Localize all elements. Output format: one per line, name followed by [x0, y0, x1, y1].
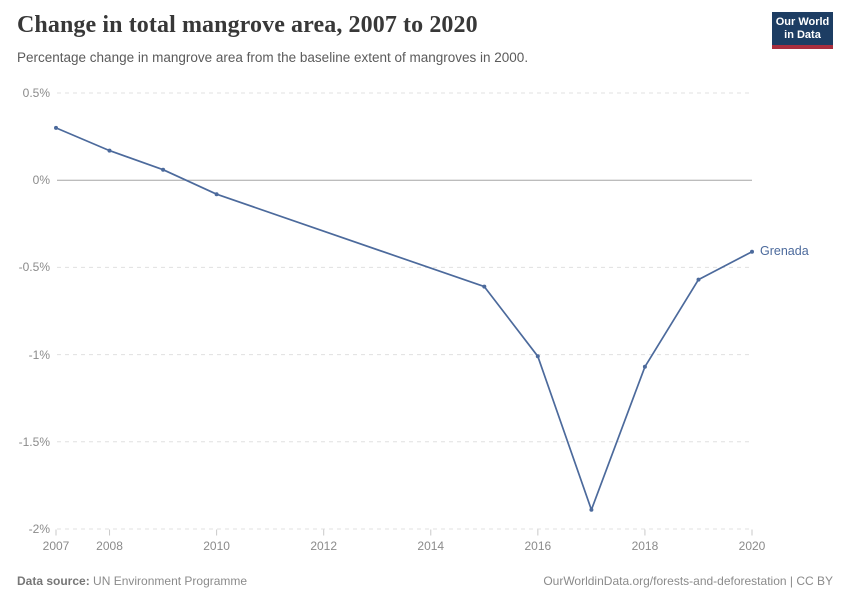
y-axis-tick-label: -1%	[28, 347, 50, 362]
y-axis-tick-label: -0.5%	[18, 260, 50, 275]
x-axis-tick-label: 2016	[524, 539, 552, 553]
x-axis-tick-label: 2014	[417, 539, 445, 553]
y-axis-tick-label: -2%	[28, 522, 50, 536]
data-point-marker	[54, 125, 58, 130]
x-axis-tick-label: 2010	[203, 539, 230, 553]
data-point-marker	[750, 249, 754, 254]
owid-logo[interactable]: Our World in Data	[772, 12, 833, 49]
x-axis-tick-label: 2012	[310, 539, 338, 553]
series-end-label[interactable]: Grenada	[760, 243, 809, 258]
y-axis-tick-label: 0%	[32, 173, 50, 188]
owid-logo-line2: in Data	[784, 28, 821, 41]
chart-subtitle: Percentage change in mangrove area from …	[17, 50, 529, 65]
data-point-marker	[107, 148, 112, 153]
x-axis-tick-label: 2020	[738, 539, 766, 553]
data-source-label: Data source:	[17, 574, 90, 588]
data-point-marker	[482, 284, 487, 289]
data-point-marker	[642, 364, 647, 369]
data-point-marker	[696, 277, 701, 282]
x-axis-tick-label: 2008	[96, 539, 123, 553]
data-point-marker	[535, 354, 540, 359]
data-point-marker	[214, 192, 219, 197]
data-point-marker	[589, 507, 594, 512]
chart-footer: Data source: UN Environment Programme Ou…	[17, 574, 833, 588]
owid-logo-line1: Our World	[775, 15, 830, 28]
x-axis-tick-label: 2018	[631, 539, 659, 553]
data-point-marker	[161, 167, 166, 172]
y-axis-tick-label: 0.5%	[22, 86, 50, 100]
data-source: Data source: UN Environment Programme	[17, 574, 247, 588]
data-source-value: UN Environment Programme	[93, 574, 248, 588]
chart-title: Change in total mangrove area, 2007 to 2…	[17, 12, 478, 38]
y-axis-tick-label: -1.5%	[18, 434, 50, 449]
owid-license-link[interactable]: OurWorldinData.org/forests-and-deforesta…	[543, 574, 833, 588]
x-axis-tick-label: 2007	[42, 539, 70, 553]
series-line	[55, 127, 753, 511]
